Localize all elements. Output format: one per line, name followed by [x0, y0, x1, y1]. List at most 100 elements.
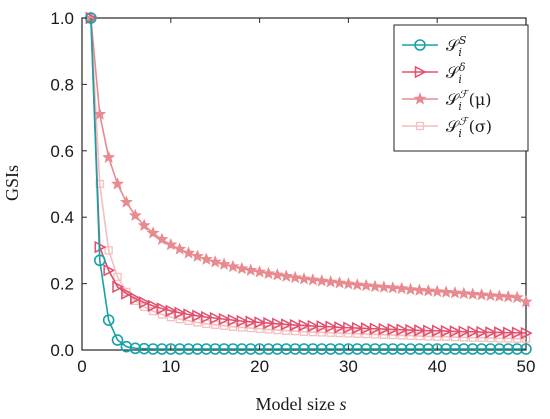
data-point [350, 278, 364, 291]
data-point [147, 343, 159, 355]
data-point [227, 313, 240, 327]
data-point [493, 343, 506, 355]
data-point [173, 343, 186, 355]
data-point [130, 292, 142, 305]
legend-marker [414, 39, 426, 51]
data-point [244, 343, 257, 355]
data-point [494, 326, 506, 339]
legend-marker [414, 65, 427, 79]
legend-label: 𝒮iS [446, 34, 467, 59]
data-point [369, 343, 381, 355]
data-point [270, 268, 284, 281]
data-point [297, 272, 311, 285]
data-point [174, 306, 187, 320]
data-point [502, 326, 515, 339]
data-point [404, 343, 417, 355]
data-point [334, 321, 347, 334]
data-point [156, 302, 169, 315]
data-point [253, 265, 267, 278]
data-point [483, 288, 497, 302]
legend-entry: 𝒮iℱ(μ) [402, 88, 491, 113]
data-point [119, 195, 133, 208]
data-point [386, 343, 399, 355]
data-point [271, 343, 284, 355]
data-point [351, 343, 364, 355]
y-axis-label: GSIs [2, 165, 22, 201]
data-point [422, 343, 435, 355]
data-point [102, 150, 116, 163]
data-point [112, 280, 125, 294]
legend-label-main: 𝒮 [446, 117, 460, 136]
series-layer [84, 11, 533, 355]
data-point [298, 319, 311, 332]
data-point [218, 343, 230, 355]
data-point [359, 278, 373, 292]
data-point [289, 343, 301, 355]
legend-label-tail: (σ) [469, 117, 492, 136]
data-point [138, 342, 150, 355]
data-point [414, 324, 427, 337]
legend-label-sup: δ [459, 61, 466, 74]
data-point [360, 322, 373, 335]
data-point [430, 284, 444, 298]
data-point [511, 326, 524, 339]
data-point [191, 343, 204, 355]
data-point [387, 323, 400, 336]
legend-label-sub: i [458, 100, 462, 113]
data-point [431, 343, 444, 355]
data-point [476, 325, 489, 339]
data-point [236, 314, 249, 328]
data-point [288, 270, 302, 284]
data-point [244, 263, 258, 276]
data-point [519, 295, 533, 308]
legend-marker [415, 121, 425, 131]
legend-label-sup: ℱ [459, 115, 470, 128]
data-point [137, 218, 151, 232]
data-point [315, 343, 328, 355]
data-point [412, 283, 426, 296]
legend-label-main: 𝒮 [446, 36, 460, 55]
data-point [377, 280, 391, 293]
data-point [111, 177, 125, 190]
x-tick-label: 50 [517, 357, 536, 376]
data-point [343, 321, 356, 334]
data-point [440, 343, 452, 355]
data-point [156, 343, 168, 355]
data-point [439, 285, 453, 298]
data-point [458, 343, 470, 355]
legend-label-sub: i [458, 46, 462, 59]
data-point [226, 259, 240, 273]
data-point [102, 314, 115, 326]
x-tick-label: 10 [161, 357, 180, 376]
data-point [457, 286, 471, 300]
data-point [272, 317, 284, 331]
data-point [333, 276, 347, 289]
legend-entry: 𝒮iS [402, 34, 467, 59]
legend-label-sub: i [458, 127, 462, 140]
data-point [201, 310, 213, 324]
data-point [449, 343, 461, 355]
data-point [182, 246, 196, 259]
data-point [369, 322, 382, 335]
data-point [165, 343, 177, 355]
data-point [307, 319, 320, 333]
data-point [511, 343, 523, 355]
data-point [423, 324, 435, 337]
data-point [341, 277, 355, 290]
data-point [218, 312, 231, 326]
data-point [208, 255, 222, 268]
legend-label: 𝒮iδ [446, 61, 466, 86]
data-point [440, 324, 453, 338]
legend-label-tail: (μ) [469, 90, 492, 109]
data-point [315, 274, 329, 287]
data-point [253, 343, 266, 355]
data-point [236, 343, 248, 355]
data-point [298, 343, 310, 355]
data-point [235, 261, 249, 275]
data-point [395, 281, 409, 295]
data-point [173, 242, 187, 255]
data-point [316, 320, 329, 333]
data-point [368, 279, 382, 293]
data-point [128, 208, 142, 222]
